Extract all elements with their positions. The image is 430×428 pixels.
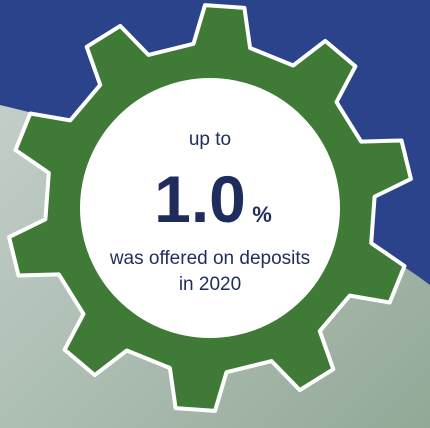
gear-center: [80, 78, 340, 338]
intro-text: up to: [189, 129, 231, 150]
figure-unit: %: [252, 202, 272, 227]
figure: 1.0: [154, 162, 246, 236]
caption-line: was offered on deposits: [109, 248, 310, 269]
caption-line: in 2020: [179, 274, 241, 295]
